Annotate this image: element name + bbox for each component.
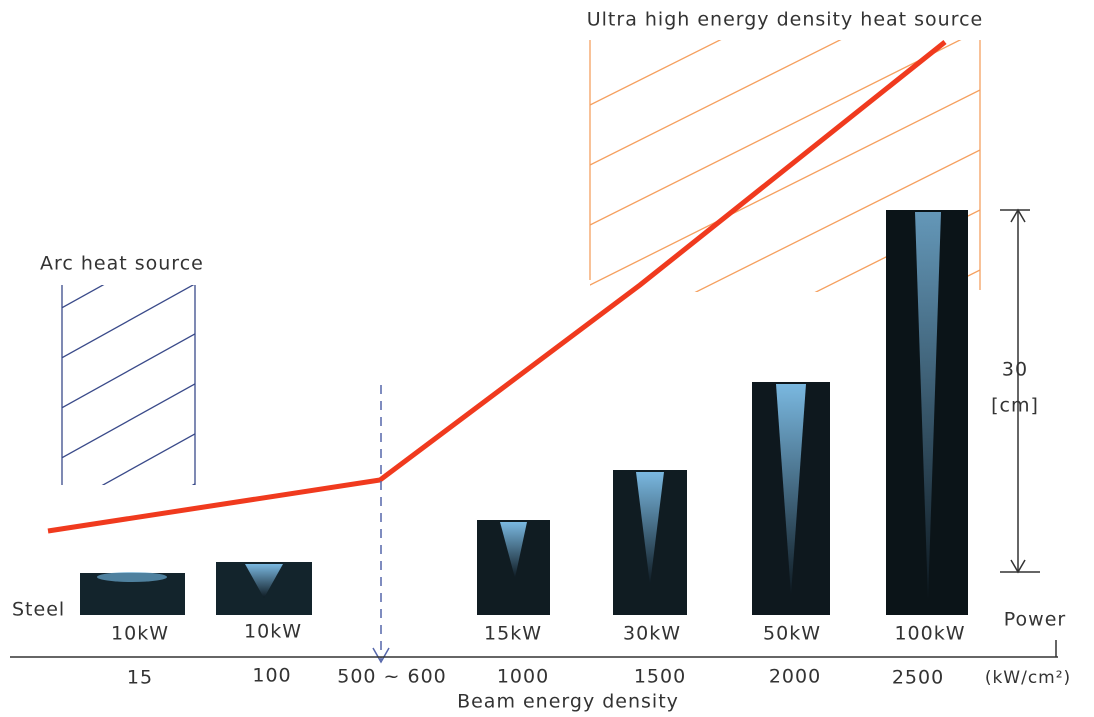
x-tick-label: 15 (127, 667, 153, 689)
power-label: 10kW (244, 621, 302, 643)
marker-arrow (372, 647, 390, 664)
ultra-label: Ultra high energy density heat source (587, 9, 984, 31)
x-tick-label: 2500 (892, 667, 944, 689)
scale-value: 30 (1002, 359, 1028, 381)
power-label: 50kW (763, 623, 821, 645)
power-label: 10kW (111, 623, 169, 645)
weld-bead (500, 522, 527, 578)
weld-bead (915, 212, 941, 600)
scale-unit: [cm] (991, 395, 1039, 417)
weld-bead (97, 572, 167, 582)
power-label: 100kW (894, 623, 965, 645)
material-label: Steel (12, 599, 65, 621)
power-label: 30kW (623, 623, 681, 645)
trend-line (47, 40, 947, 534)
samples (80, 210, 968, 615)
x-tick-label: 1000 (497, 666, 549, 688)
arc-region (61, 285, 196, 485)
weld-bead (245, 564, 283, 598)
scale-bar (1000, 208, 1040, 574)
weld-bead (776, 384, 806, 595)
weld-bead (636, 472, 664, 585)
power-label: 15kW (484, 623, 542, 645)
x-tick-label: 100 (252, 665, 291, 687)
x-tick-label: 2000 (769, 666, 821, 688)
x-tick-label: 500 ~ 600 (337, 666, 447, 688)
arc-label: Arc heat source (40, 253, 204, 275)
power-heading: Power (1004, 609, 1066, 631)
axis-unit: (kW/cm²) (985, 668, 1071, 688)
x-tick-label: 1500 (634, 666, 686, 688)
axis-title: Beam energy density (457, 691, 679, 713)
